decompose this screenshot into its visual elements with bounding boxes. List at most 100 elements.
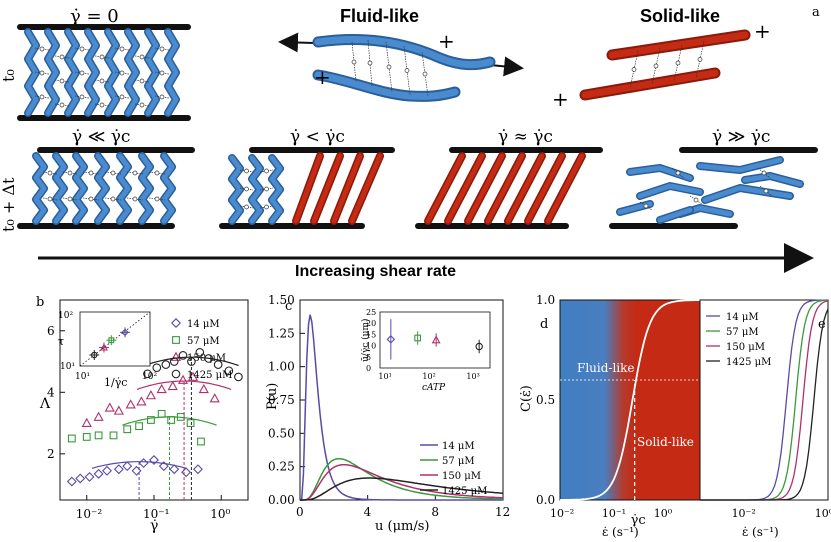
series-triangle-fit [136, 380, 232, 390]
series-diamond-point [181, 467, 192, 478]
x-tick-label: 12 [495, 505, 510, 519]
blue-filament-core [45, 29, 59, 116]
panel-label-e: e [818, 317, 826, 332]
red-filament-core [349, 153, 383, 224]
shear-rate-sequence [17, 147, 818, 229]
plus-sign: + [438, 29, 455, 53]
series-triangle-point [113, 405, 124, 415]
x-tick-label: 10⁻¹ [143, 507, 169, 521]
blue-filament-core [145, 29, 159, 116]
blue-filament-core [117, 153, 131, 224]
series-triangle-point [136, 396, 147, 406]
series-circle-point [195, 347, 205, 357]
crosslink-node [244, 186, 249, 192]
crosslink-node [763, 188, 769, 194]
blue-filament-core [139, 153, 153, 224]
crosslink-node [386, 64, 392, 70]
series-diamond-point [113, 464, 124, 475]
plot-frame [699, 299, 829, 501]
y-tick-label: 6 [47, 324, 55, 338]
blue-filament-core [637, 183, 703, 199]
series-1-curve [700, 299, 829, 501]
crosslink [239, 205, 254, 209]
crosslink [403, 45, 411, 96]
fluid-like-title: Fluid-like [340, 6, 419, 26]
x-tick-label: 10⁰ [654, 507, 673, 520]
red-filament-core [331, 153, 363, 224]
crosslink-node [643, 203, 649, 209]
red-filament-core [465, 153, 505, 224]
series-3-curve [300, 477, 504, 501]
crosslink [239, 169, 254, 173]
crosslink-node [132, 196, 138, 202]
crosslink-node [99, 54, 105, 60]
inset-y-tick-label: 25 [366, 308, 376, 317]
inset-x-tick-label: 10² [422, 372, 435, 381]
cumulative-curve [559, 299, 700, 501]
y-tick-label: 1.0 [536, 293, 555, 307]
series-3-curve [700, 308, 829, 501]
red-filament-core [545, 153, 585, 224]
x-tick-label: 10⁻¹ [602, 507, 626, 520]
x-axis-label: γ̇ [150, 518, 158, 534]
y-axis-label: Λ [39, 396, 51, 412]
y-axis-label: C(ε̇) [519, 385, 534, 412]
solid-like-illustration: + + [552, 19, 771, 111]
crosslink-node [159, 70, 165, 76]
series-diamond-legend-marker [171, 318, 181, 328]
series-square-point [67, 434, 76, 443]
x-axis-label: ε̇ (s⁻¹) [602, 525, 639, 539]
inset-y-tick-label: 10¹ [60, 362, 75, 372]
inset-point [100, 343, 108, 351]
series-triangle-point [187, 371, 199, 381]
plus-sign: + [552, 87, 569, 111]
crosslink-node [59, 54, 65, 60]
blue-filament-core [73, 153, 87, 224]
row1-equation: γ̇ = 0 [70, 6, 119, 27]
series-diamond-point [66, 476, 77, 487]
series-0-curve [299, 314, 503, 501]
inset-y-tick-label: 5 [366, 353, 371, 362]
crosslink-node [154, 170, 160, 176]
crosslink-node [351, 59, 357, 65]
crosslink-node [264, 186, 269, 192]
plus-sign: + [314, 65, 331, 89]
phase-background [559, 299, 701, 501]
series-circle-point [213, 360, 223, 369]
series-3-legend-label: 1425 μM [442, 486, 487, 497]
red-filament-core [525, 153, 565, 224]
series-circle-point [143, 369, 152, 379]
crosslink-node [139, 78, 145, 84]
inset-point [386, 335, 396, 344]
x-axis-label: ε̇ (s⁻¹) [742, 525, 779, 539]
crosslink [259, 205, 274, 209]
series-1-legend-label: 57 μM [442, 456, 475, 467]
blue-filament-core [33, 153, 47, 224]
series-square-point [135, 422, 143, 431]
crosslink-node [88, 196, 94, 202]
y-tick-label: 0.25 [268, 460, 295, 474]
series-diamond-fit [91, 461, 187, 469]
crosslink-node [67, 196, 73, 202]
panel-label-a: a [812, 5, 820, 20]
crosslink-node [99, 102, 105, 108]
cond-3: γ̇ ≈ γ̇c [498, 127, 553, 147]
shear-rate-arrow-label: Increasing shear rate [295, 263, 456, 280]
inset-x-tick-label: 10² [142, 372, 157, 382]
panel-label-b: b [36, 295, 44, 310]
series-1-curve [300, 457, 504, 501]
series-diamond-point [158, 461, 169, 472]
crosslink-node [675, 170, 681, 176]
crosslink-node [404, 68, 410, 73]
x-tick-label: 8 [431, 505, 439, 519]
series-diamond-point [149, 455, 159, 465]
label-t0: t₀ [0, 69, 18, 82]
crosslink-node [367, 60, 373, 66]
critical-rate-label: γ̇c [631, 513, 646, 528]
y-axis-label: P(u) [265, 383, 280, 410]
series-diamond-point [192, 464, 203, 475]
crosslink-node [67, 170, 73, 176]
y-tick-label: 0.75 [268, 393, 295, 407]
